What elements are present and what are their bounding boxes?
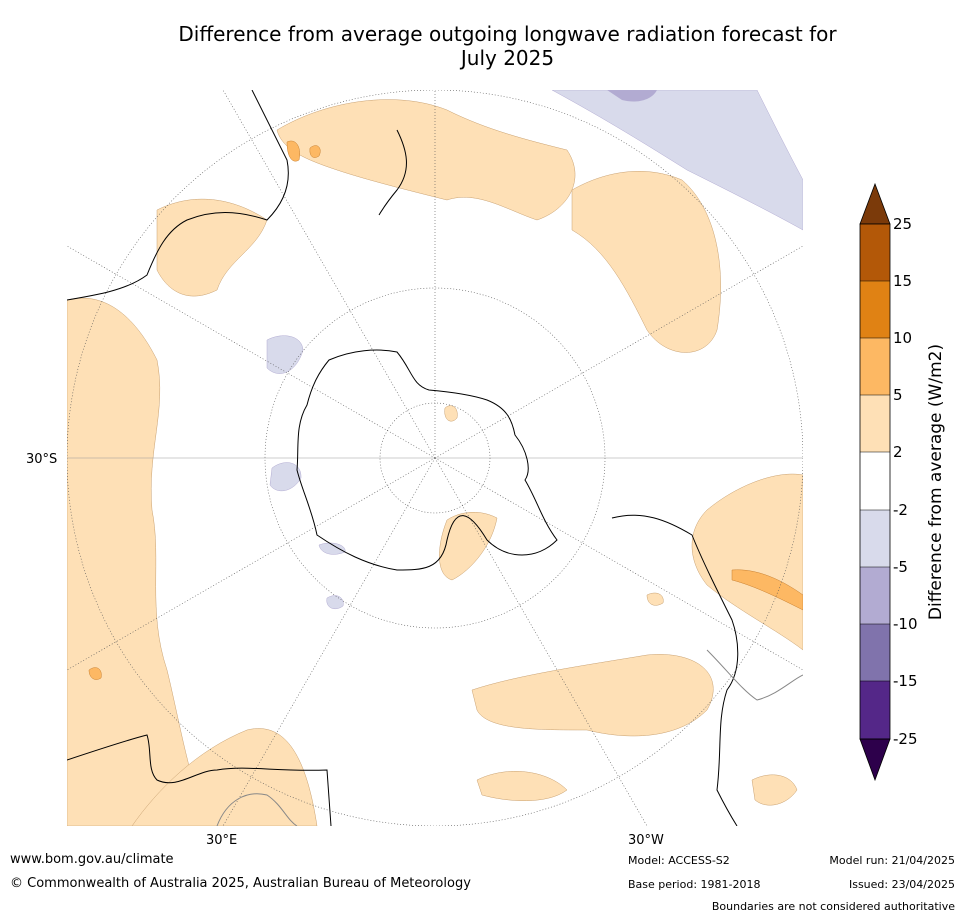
country-borders <box>216 649 803 826</box>
disclaimer-text: Boundaries are not considered authoritat… <box>711 900 955 913</box>
strong-positive-regions <box>88 140 803 680</box>
colorbar-bottom-arrow <box>859 738 891 782</box>
colorbar-tick: 5 <box>893 386 903 404</box>
colorbar-label: Difference from average (W/m2) <box>926 343 946 621</box>
colorbar-tick: -15 <box>893 672 918 690</box>
new-zealand-coastline <box>378 129 407 216</box>
australia-coastline <box>67 90 289 301</box>
positive-anomaly-regions <box>67 99 803 826</box>
colorbar-tick: 15 <box>893 272 913 290</box>
colorbar-tick: -2 <box>893 501 908 519</box>
website-link[interactable]: www.bom.gov.au/climate <box>10 852 174 867</box>
colorbar <box>859 182 891 782</box>
title-line-2: July 2025 <box>460 46 555 70</box>
colorbar-tick: 25 <box>893 215 913 233</box>
colorbar-tick: -5 <box>893 558 908 576</box>
polar-map <box>67 90 803 826</box>
negative-anomaly-regions <box>266 90 803 609</box>
moderate-negative-region <box>607 90 657 102</box>
antarctica-coastline <box>296 349 558 571</box>
lat-label-30s: 30°S <box>26 452 58 467</box>
colorbar-tick: 2 <box>893 443 903 461</box>
model-run-text: Model run: 21/04/2025 <box>829 854 955 867</box>
copyright-text: © Commonwealth of Australia 2025, Austra… <box>10 876 471 891</box>
colorbar-top-arrow <box>859 182 891 225</box>
title-line-1: Difference from average outgoing longwav… <box>178 22 837 46</box>
coastlines <box>67 90 739 826</box>
lon-label-30e: 30°E <box>206 833 238 848</box>
south-america-coastline <box>611 514 739 826</box>
issued-text: Issued: 23/04/2025 <box>848 878 955 891</box>
lon-label-30w: 30°W <box>628 833 664 848</box>
base-period-text: Base period: 1981-2018 <box>628 878 761 891</box>
colorbar-tick: 10 <box>893 329 913 347</box>
africa-coastline <box>67 734 332 826</box>
map-title: Difference from average outgoing longwav… <box>100 22 915 70</box>
model-text: Model: ACCESS-S2 <box>628 854 730 867</box>
colorbar-tick: -10 <box>893 615 918 633</box>
colorbar-tick: -25 <box>893 730 918 748</box>
